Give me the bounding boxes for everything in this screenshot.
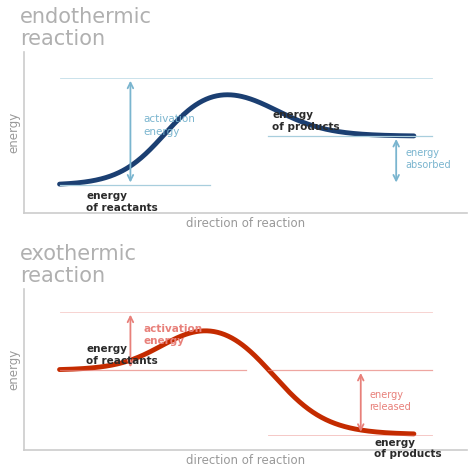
Text: energy
released: energy released xyxy=(370,390,411,412)
Text: exothermic
reaction: exothermic reaction xyxy=(20,244,137,286)
Y-axis label: energy: energy xyxy=(7,112,20,153)
Text: endothermic
reaction: endothermic reaction xyxy=(20,7,152,49)
Text: energy
of reactants: energy of reactants xyxy=(86,344,158,365)
X-axis label: direction of reaction: direction of reaction xyxy=(186,217,305,230)
X-axis label: direction of reaction: direction of reaction xyxy=(186,454,305,467)
Text: energy
of reactants: energy of reactants xyxy=(86,191,158,213)
Text: activation
energy: activation energy xyxy=(144,324,203,346)
Text: activation
energy: activation energy xyxy=(144,114,196,137)
Text: energy
of products: energy of products xyxy=(374,438,442,459)
Text: energy
of products: energy of products xyxy=(272,110,340,132)
Text: energy
absorbed: energy absorbed xyxy=(405,148,451,171)
Y-axis label: energy: energy xyxy=(7,349,20,390)
